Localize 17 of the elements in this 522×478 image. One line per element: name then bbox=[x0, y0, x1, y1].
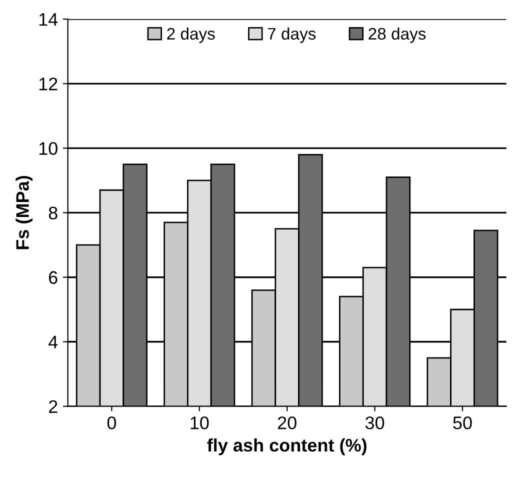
y-tick-label: 4 bbox=[48, 336, 58, 348]
y-tick-label: 2 bbox=[49, 400, 58, 413]
legend-label: 7 days bbox=[268, 27, 316, 43]
legend-label: 2 days bbox=[167, 27, 215, 43]
x-tick-label: 30 bbox=[365, 416, 384, 430]
x-tick-label: 10 bbox=[190, 416, 209, 430]
x-tick-label: 50 bbox=[453, 416, 472, 430]
x-tick-label: 20 bbox=[278, 416, 296, 430]
y-tick-label: 8 bbox=[48, 206, 58, 220]
x-tick-label: 0 bbox=[107, 416, 116, 430]
y-tick-label: 10 bbox=[39, 142, 58, 155]
y-axis-title: Fs (MPa) bbox=[16, 176, 32, 250]
x-axis-title: fly ash content (%) bbox=[207, 438, 366, 456]
y-tick-label: 14 bbox=[39, 13, 58, 26]
y-tick-label: 12 bbox=[39, 78, 58, 90]
y-tick-label: 6 bbox=[49, 271, 58, 284]
legend-label: 28 days bbox=[368, 27, 426, 43]
